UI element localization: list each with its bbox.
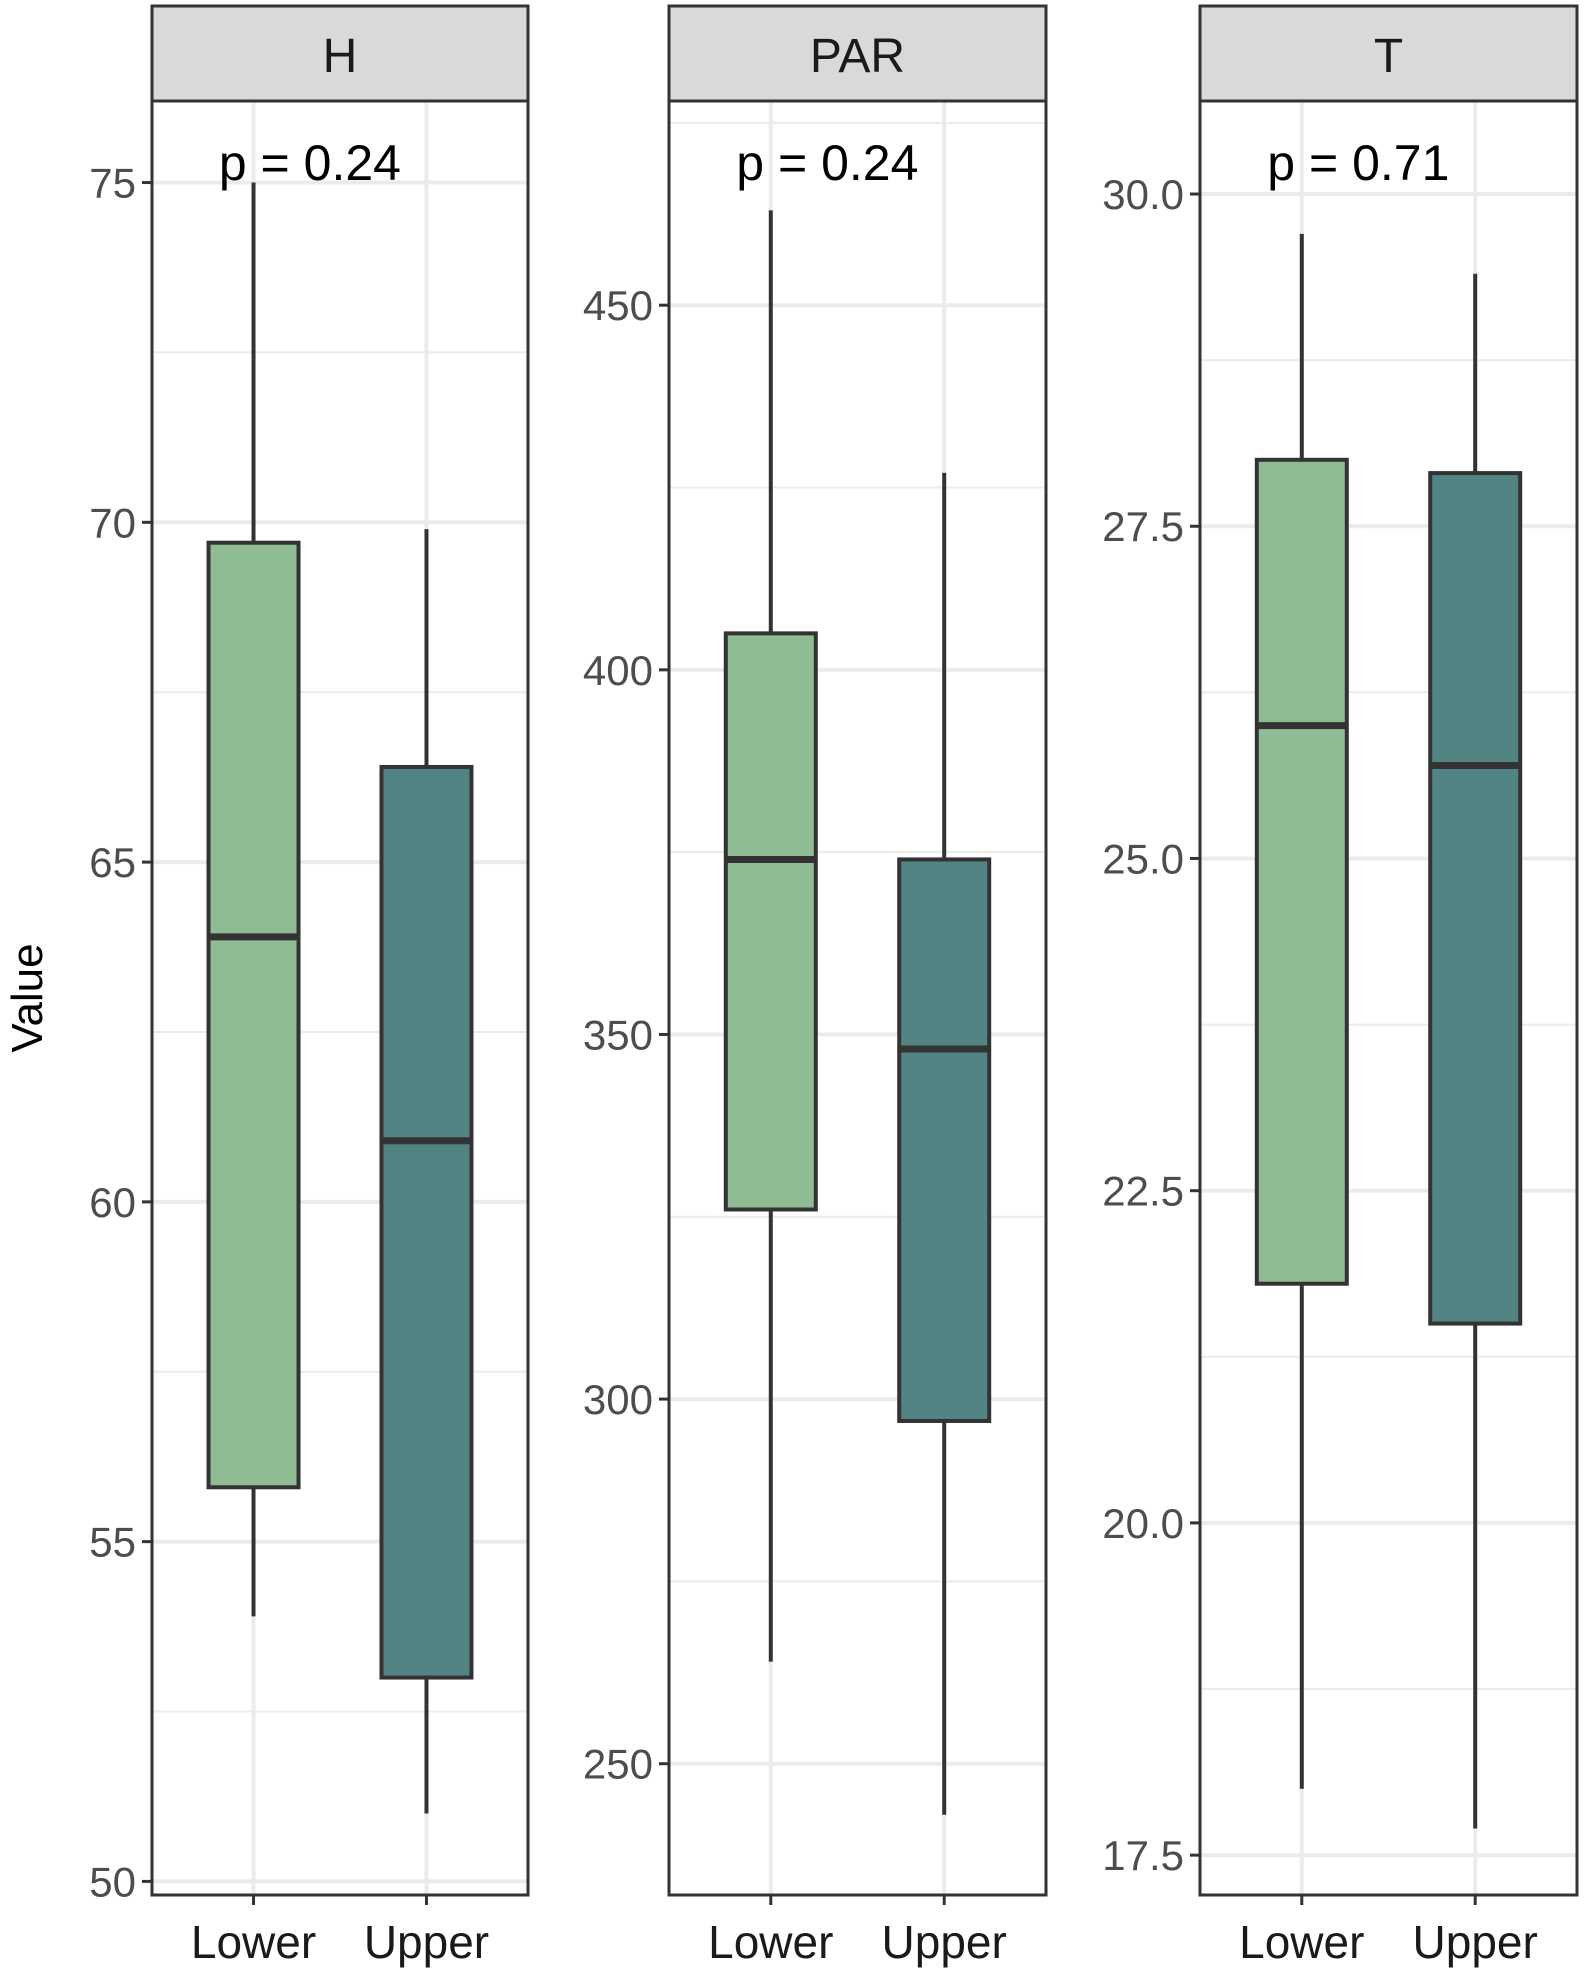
facet-title: T [1374, 30, 1403, 83]
box-lower [1254, 457, 1349, 1286]
y-tick-label: 60 [89, 1179, 136, 1226]
y-axis-title: Value [3, 943, 52, 1052]
y-tick-label: 450 [583, 282, 653, 329]
y-tick-label: 65 [89, 839, 136, 886]
p-value-annotation: p = 0.71 [1267, 135, 1449, 191]
facet-title: PAR [810, 30, 905, 83]
x-tick-label: Upper [364, 1916, 489, 1968]
x-tick-label: Lower [1239, 1916, 1364, 1968]
y-tick-label: 30.0 [1102, 171, 1184, 218]
x-tick-label: Lower [708, 1916, 833, 1968]
y-tick-label: 70 [89, 499, 136, 546]
y-tick-label: 300 [583, 1376, 653, 1423]
p-value-annotation: p = 0.24 [736, 135, 918, 191]
y-tick-label: 250 [583, 1741, 653, 1788]
facet-title: H [323, 30, 358, 83]
x-tick-label: Lower [191, 1916, 316, 1968]
y-tick-label: 27.5 [1102, 503, 1184, 550]
y-tick-label: 400 [583, 647, 653, 694]
y-tick-label: 20.0 [1102, 1500, 1184, 1547]
p-value-annotation: p = 0.24 [219, 135, 401, 191]
box-lower [723, 631, 818, 1212]
box-upper [379, 764, 474, 1680]
y-tick-label: 17.5 [1102, 1832, 1184, 1879]
box-lower [206, 540, 301, 1490]
x-tick-label: Upper [882, 1916, 1007, 1968]
facet-strip [1198, 4, 1579, 103]
y-tick-label: 75 [89, 160, 136, 207]
facet-strip [667, 4, 1048, 103]
x-tick-label: Upper [1413, 1916, 1538, 1968]
facet-strip [150, 4, 530, 103]
box-upper [897, 857, 992, 1423]
y-tick-label: 25.0 [1102, 835, 1184, 882]
y-tick-label: 350 [583, 1011, 653, 1058]
box-upper [1428, 471, 1523, 1326]
y-tick-label: 22.5 [1102, 1168, 1184, 1215]
y-tick-label: 50 [89, 1858, 136, 1905]
y-tick-label: 55 [89, 1519, 136, 1566]
